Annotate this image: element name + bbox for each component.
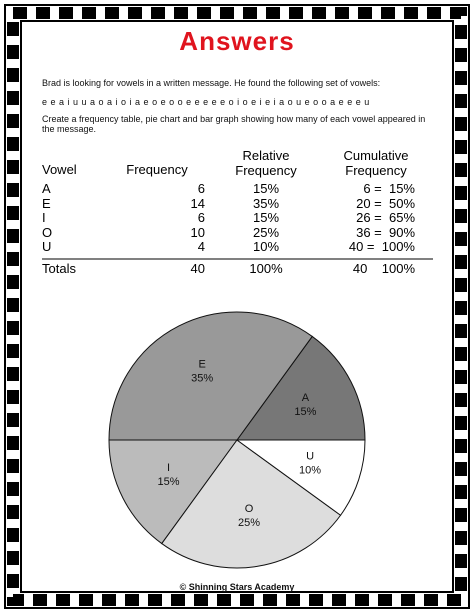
table-header: Cumulative Frequency (343, 148, 409, 178)
footer: © Shinning Stars Academy (179, 582, 295, 592)
table-cell: 36 = 90% (356, 224, 415, 240)
title: Answers (179, 26, 295, 56)
table-header: Frequency (126, 162, 188, 177)
pie-slice (108, 311, 313, 441)
slice-label: I (167, 462, 170, 474)
table-cell: 26 = 65% (356, 210, 415, 226)
slice-label: U (306, 451, 314, 463)
table-cell: O (42, 224, 53, 240)
totals-cell: Totals (42, 261, 76, 276)
table-cell: 6 (197, 181, 205, 196)
intro-text: Brad is looking for vowels in a written … (42, 78, 381, 88)
border-outer (4, 4, 470, 609)
slice-value-label: 35% (191, 372, 213, 384)
table-cell: I (42, 210, 46, 226)
slice-value-label: 25% (238, 517, 260, 529)
table-cell: 6 = 15% (363, 181, 415, 196)
table-cell: 4 (197, 239, 205, 255)
table-cell: 35% (252, 195, 280, 211)
pie-slice (235, 439, 366, 516)
table-cell: 25% (252, 224, 280, 240)
slice-label: E (198, 358, 205, 370)
totals-cell: 100% (249, 261, 283, 276)
border-blocks (7, 7, 467, 606)
pie-chart: A 15% E 35% I 15% O 25% U 10% (108, 311, 366, 569)
pie-slice (108, 439, 238, 545)
table-cell: 10% (252, 239, 280, 255)
table-cell: 15% (252, 181, 280, 196)
slice-label: O (245, 503, 254, 515)
slice-label: A (302, 392, 310, 404)
slice-value-label: 10% (299, 465, 321, 477)
table-cell: E (42, 195, 51, 211)
totals-cell: 40 (190, 261, 205, 276)
totals-cell: 40 100% (352, 261, 415, 276)
slice-value-label: 15% (294, 406, 316, 418)
pie-slice (161, 439, 342, 569)
table-cell: A (42, 181, 51, 196)
border-inner (20, 20, 454, 593)
table-cell: 20 = 50% (356, 195, 415, 211)
table-cell: U (42, 239, 52, 255)
table-cell: 15% (252, 210, 280, 226)
slice-value-label: 15% (158, 476, 180, 488)
table-cell: 10 (190, 224, 205, 240)
table-header: Vowel (42, 162, 77, 177)
table-cell: 6 (197, 210, 205, 226)
vowel-list: e e a i u u a o a i o i a e o e o o e e … (42, 97, 370, 107)
instructions: Create a frequency table, pie chart and … (42, 114, 426, 134)
table-cell: 14 (190, 195, 205, 211)
table-cell: 40 = 100% (348, 239, 415, 255)
pie-slice (236, 335, 366, 441)
table-header: Relative Frequency (235, 148, 297, 178)
